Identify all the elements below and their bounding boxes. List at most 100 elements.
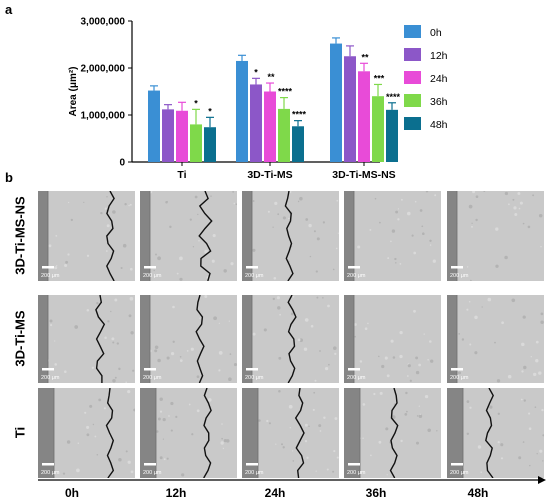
texture-speckle bbox=[530, 356, 532, 358]
texture-speckle bbox=[116, 342, 119, 345]
texture-speckle bbox=[218, 322, 221, 324]
texture-speckle bbox=[395, 262, 397, 264]
texture-speckle bbox=[189, 218, 192, 221]
texture-speckle bbox=[198, 239, 200, 242]
texture-speckle bbox=[171, 352, 175, 356]
texture-speckle bbox=[540, 320, 544, 324]
texture-speckle bbox=[197, 213, 199, 216]
migration-front-line bbox=[106, 191, 115, 281]
scale-bar-label: 200 μm bbox=[143, 470, 162, 476]
micrograph-tile: 200 μm bbox=[38, 295, 135, 383]
texture-speckle bbox=[466, 400, 470, 403]
texture-speckle bbox=[434, 194, 437, 197]
texture-speckle bbox=[480, 471, 483, 474]
bar-48h-2 bbox=[386, 109, 398, 162]
texture-speckle bbox=[172, 305, 175, 309]
texture-speckle bbox=[309, 255, 312, 258]
category-label: 3D-Ti-MS bbox=[247, 169, 292, 181]
texture-speckle bbox=[304, 440, 308, 443]
significance-label: * bbox=[254, 67, 258, 77]
scale-bar-label: 200 μm bbox=[41, 470, 60, 476]
scale-bar bbox=[348, 266, 360, 269]
texture-speckle bbox=[159, 397, 163, 401]
texture-speckle bbox=[176, 272, 179, 275]
texture-speckle bbox=[89, 404, 93, 408]
y-tick-label: 0 bbox=[119, 158, 125, 169]
micrograph-tile: 200 μm bbox=[38, 191, 135, 281]
texture-speckle bbox=[288, 404, 293, 409]
texture-speckle bbox=[357, 245, 361, 249]
texture-speckle bbox=[272, 297, 275, 301]
texture-speckle bbox=[367, 322, 369, 325]
texture-speckle bbox=[400, 439, 403, 443]
migration-front-line bbox=[105, 388, 115, 478]
texture-speckle bbox=[67, 201, 70, 204]
texture-speckle bbox=[336, 199, 339, 202]
bar-24h-2 bbox=[358, 71, 370, 162]
texture-speckle bbox=[427, 358, 429, 361]
texture-speckle bbox=[229, 353, 232, 355]
texture-speckle bbox=[129, 267, 133, 271]
texture-speckle bbox=[106, 224, 110, 228]
texture-speckle bbox=[416, 415, 419, 417]
texture-speckle bbox=[334, 417, 338, 420]
texture-speckle bbox=[292, 460, 295, 462]
scale-bar bbox=[144, 463, 156, 466]
scale-bar bbox=[348, 368, 360, 371]
texture-speckle bbox=[418, 405, 420, 407]
texture-speckle bbox=[94, 435, 97, 438]
texture-speckle bbox=[273, 276, 277, 280]
texture-speckle bbox=[390, 339, 394, 343]
implant-edge bbox=[242, 295, 252, 383]
texture-speckle bbox=[159, 410, 163, 413]
texture-speckle bbox=[312, 408, 315, 411]
legend-swatch-0h bbox=[404, 25, 421, 38]
texture-speckle bbox=[292, 295, 295, 298]
texture-speckle bbox=[474, 315, 478, 320]
texture-speckle bbox=[513, 206, 517, 210]
texture-speckle bbox=[179, 277, 183, 281]
texture-speckle bbox=[319, 350, 321, 352]
texture-speckle bbox=[157, 417, 161, 421]
texture-speckle bbox=[277, 306, 281, 310]
micrograph-tile: 200 μm bbox=[38, 388, 135, 478]
texture-speckle bbox=[157, 358, 161, 363]
texture-speckle bbox=[507, 203, 510, 206]
texture-speckle bbox=[289, 427, 291, 429]
texture-speckle bbox=[409, 379, 412, 382]
scale-bar bbox=[42, 368, 54, 371]
texture-speckle bbox=[221, 423, 223, 425]
texture-speckle bbox=[221, 437, 223, 440]
texture-speckle bbox=[432, 259, 436, 263]
texture-speckle bbox=[359, 360, 363, 363]
texture-speckle bbox=[128, 204, 130, 207]
texture-speckle bbox=[291, 450, 294, 452]
significance-label: * bbox=[194, 98, 198, 108]
scale-bar bbox=[246, 266, 258, 269]
bar-0h-0 bbox=[148, 90, 160, 162]
bar-36h-2 bbox=[372, 96, 384, 162]
texture-speckle bbox=[74, 325, 79, 329]
micrograph-tile: 200 μm bbox=[344, 191, 441, 281]
legend-swatch-36h bbox=[404, 94, 421, 107]
texture-speckle bbox=[407, 364, 411, 368]
texture-speckle bbox=[223, 269, 227, 273]
texture-speckle bbox=[127, 390, 131, 394]
texture-speckle bbox=[458, 333, 461, 335]
texture-speckle bbox=[230, 262, 234, 266]
texture-speckle bbox=[159, 456, 163, 460]
scale-bar-label: 200 μm bbox=[41, 273, 60, 279]
significance-label: ** bbox=[361, 52, 369, 62]
texture-speckle bbox=[387, 257, 390, 260]
texture-speckle bbox=[299, 338, 303, 342]
texture-speckle bbox=[469, 406, 472, 409]
texture-speckle bbox=[83, 201, 85, 204]
texture-speckle bbox=[310, 324, 314, 328]
texture-speckle bbox=[157, 256, 161, 261]
migration-front-line bbox=[195, 295, 205, 383]
texture-speckle bbox=[196, 409, 200, 413]
texture-speckle bbox=[252, 332, 256, 336]
scale-bar bbox=[451, 463, 463, 466]
legend-swatch-12h bbox=[404, 48, 421, 61]
texture-speckle bbox=[497, 412, 500, 415]
